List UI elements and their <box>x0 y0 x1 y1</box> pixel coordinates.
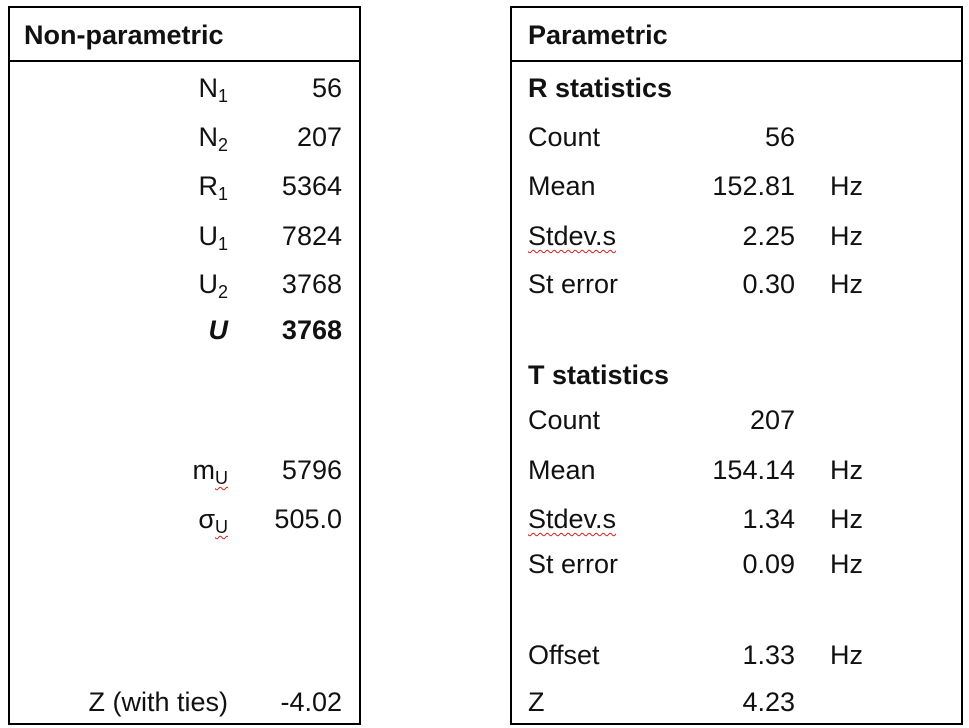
panel-title: Parametric <box>528 20 668 50</box>
row-value: 5796 <box>281 455 342 485</box>
row-value: 4.23 <box>742 687 795 717</box>
row-label: Z <box>528 687 545 717</box>
row-label: R1 <box>198 170 228 204</box>
row-value: 505.0 <box>274 504 342 534</box>
row-value: 207 <box>296 122 342 152</box>
row-unit: Hz <box>830 269 863 299</box>
row-label: mU <box>192 454 229 488</box>
row-unit: Hz <box>830 640 863 670</box>
label-subscript: 1 <box>217 234 228 254</box>
row-value: 56 <box>764 122 795 152</box>
divider <box>8 60 361 62</box>
row-value: 1.34 <box>742 504 795 534</box>
row-label: Count <box>528 405 601 435</box>
row-value: 0.09 <box>742 549 795 579</box>
row-unit: Hz <box>830 549 863 579</box>
row-label: U2 <box>198 268 228 302</box>
label-text: U <box>198 269 218 299</box>
panel-title: Non-parametric <box>24 20 224 50</box>
label-subscript: 2 <box>217 282 228 302</box>
row-label: St error <box>528 549 619 579</box>
left-panel <box>8 6 361 725</box>
section-heading: R statistics <box>528 73 673 103</box>
row-value: 1.33 <box>742 640 795 670</box>
row-value: 207 <box>749 405 795 435</box>
row-label: Z (with ties) <box>88 686 228 718</box>
row-label: Mean <box>528 171 596 201</box>
label-text: m <box>192 455 216 485</box>
row-value: 152.81 <box>712 171 795 201</box>
row-value: 3768 <box>281 315 342 345</box>
row-label: St error <box>528 269 619 299</box>
label-subscript: 1 <box>217 184 228 204</box>
row-value: 154.14 <box>712 455 795 485</box>
row-value: -4.02 <box>280 687 342 717</box>
label-text: Z (with ties) <box>88 687 228 717</box>
row-label: N1 <box>198 72 228 106</box>
row-label: U1 <box>198 220 228 254</box>
row-value: 56 <box>311 73 342 103</box>
row-value: 2.25 <box>742 221 795 251</box>
label-subscript: U <box>215 468 228 488</box>
row-label: Count <box>528 122 601 152</box>
row-unit: Hz <box>830 221 863 251</box>
row-unit: Hz <box>830 504 863 534</box>
row-label: Mean <box>528 455 596 485</box>
row-unit: Hz <box>830 455 863 485</box>
label-text: N <box>198 73 218 103</box>
label-subscript: 2 <box>217 135 228 155</box>
label-text: R <box>198 171 218 201</box>
row-value: 3768 <box>281 269 342 299</box>
divider <box>510 60 963 62</box>
label-subscript: U <box>215 517 228 537</box>
row-value: 5364 <box>281 171 342 201</box>
row-value: 0.30 <box>742 269 795 299</box>
row-label: Offset <box>528 640 600 670</box>
section-heading: T statistics <box>528 360 670 390</box>
row-unit: Hz <box>830 171 863 201</box>
row-label: σU <box>198 503 228 537</box>
row-label: Stdev.s <box>528 221 617 251</box>
label-subscript: 1 <box>217 86 228 106</box>
row-label: N2 <box>198 121 228 155</box>
label-text: σ <box>198 504 215 534</box>
label-text: U <box>198 221 218 251</box>
row-label: U <box>209 314 229 346</box>
row-value: 7824 <box>281 221 342 251</box>
row-label: Stdev.s <box>528 504 617 534</box>
label-text: U <box>208 315 229 345</box>
label-text: N <box>198 122 218 152</box>
right-panel <box>510 6 963 725</box>
